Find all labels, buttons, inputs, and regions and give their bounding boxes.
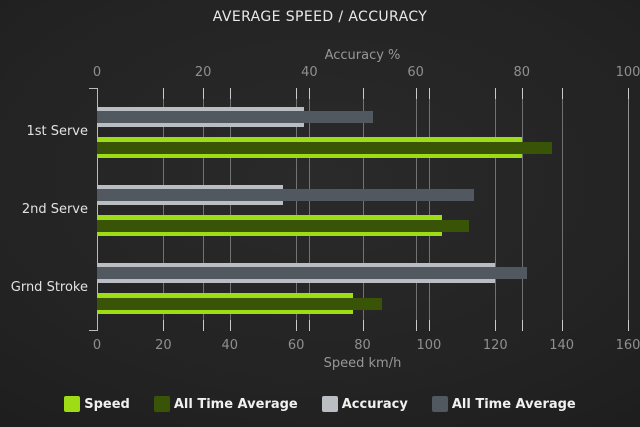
bottom-axis-tick-label: 120 <box>482 338 508 353</box>
bottom-axis-gridline <box>561 88 563 331</box>
top-axis-tick-label: 60 <box>407 65 424 80</box>
legend-label-speed: Speed <box>84 396 130 412</box>
bottom-axis-tick-label: 40 <box>221 338 239 353</box>
top-axis-tick-label: 20 <box>194 65 212 80</box>
legend-swatch-all-time-average <box>431 396 448 412</box>
chart-title: AVERAGE SPEED / ACCURACY <box>212 9 428 25</box>
y-axis-line <box>97 88 98 331</box>
bottom-axis-gridline <box>163 88 165 331</box>
top-axis-tick-label: 80 <box>513 65 531 80</box>
bar-all-time-average-grnd-stroke <box>97 267 528 279</box>
top-axis-gridline <box>203 88 205 331</box>
bar-all-time-average-2nd-serve <box>97 220 469 232</box>
bottom-axis-gridline <box>495 88 497 331</box>
legend-label-all-time-average: All Time Average <box>451 396 576 412</box>
bottom-axis-tick-label: 100 <box>416 338 442 353</box>
legend: Speed All Time Average Accuracy All Time Av… <box>0 396 640 412</box>
bar-all-time-average-grnd-stroke <box>97 298 383 310</box>
y-axis-top-tick <box>89 88 97 89</box>
bottom-axis-label: Speed km/h <box>323 356 402 371</box>
bottom-axis-gridline <box>428 88 430 331</box>
bottom-axis-tick-label: 60 <box>287 338 305 353</box>
bottom-axis-gridline <box>628 88 629 331</box>
category-label-2nd-serve: 2nd Serve <box>21 202 88 217</box>
bottom-axis-tick-label: 0 <box>92 338 102 353</box>
legend-swatch-speed <box>64 396 81 412</box>
category-label-grnd-stroke: Grnd Stroke <box>10 280 88 295</box>
top-axis-tick-label: 100 <box>615 65 640 80</box>
top-axis-tick-label: 0 <box>92 65 102 80</box>
top-axis-tick-label: 40 <box>301 65 318 80</box>
bottom-axis-tick-label: 160 <box>615 338 640 353</box>
top-axis-gridline <box>521 88 523 331</box>
legend-label-all-time-average: All Time Average <box>173 396 298 412</box>
bottom-axis-tick-label: 140 <box>549 338 575 353</box>
category-label-1st-serve: 1st Serve <box>26 124 88 139</box>
y-axis-bottom-tick <box>89 330 97 331</box>
legend-item-all-time-average: All Time Average <box>153 396 298 412</box>
bottom-axis-tick-label: 80 <box>354 338 371 353</box>
legend-item-accuracy: Accuracy <box>321 396 408 412</box>
legend-label-accuracy: Accuracy <box>341 396 408 412</box>
bottom-axis-gridline <box>296 88 298 331</box>
bottom-axis-gridline <box>362 88 364 331</box>
bar-all-time-average-1st-serve <box>97 142 552 154</box>
legend-item-all-time-average: All Time Average <box>431 396 576 412</box>
bar-all-time-average-1st-serve <box>97 111 374 123</box>
legend-swatch-accuracy <box>321 396 338 412</box>
bottom-axis-gridline <box>229 88 231 331</box>
legend-swatch-all-time-average <box>153 396 170 412</box>
bottom-axis-tick-label: 20 <box>155 338 172 353</box>
bar-all-time-average-2nd-serve <box>97 189 474 201</box>
top-axis-gridline <box>415 88 417 331</box>
top-axis-label: Accuracy % <box>324 48 401 63</box>
plot-area <box>89 88 629 331</box>
top-axis-gridline <box>309 88 311 331</box>
legend-item-speed: Speed <box>64 396 130 412</box>
